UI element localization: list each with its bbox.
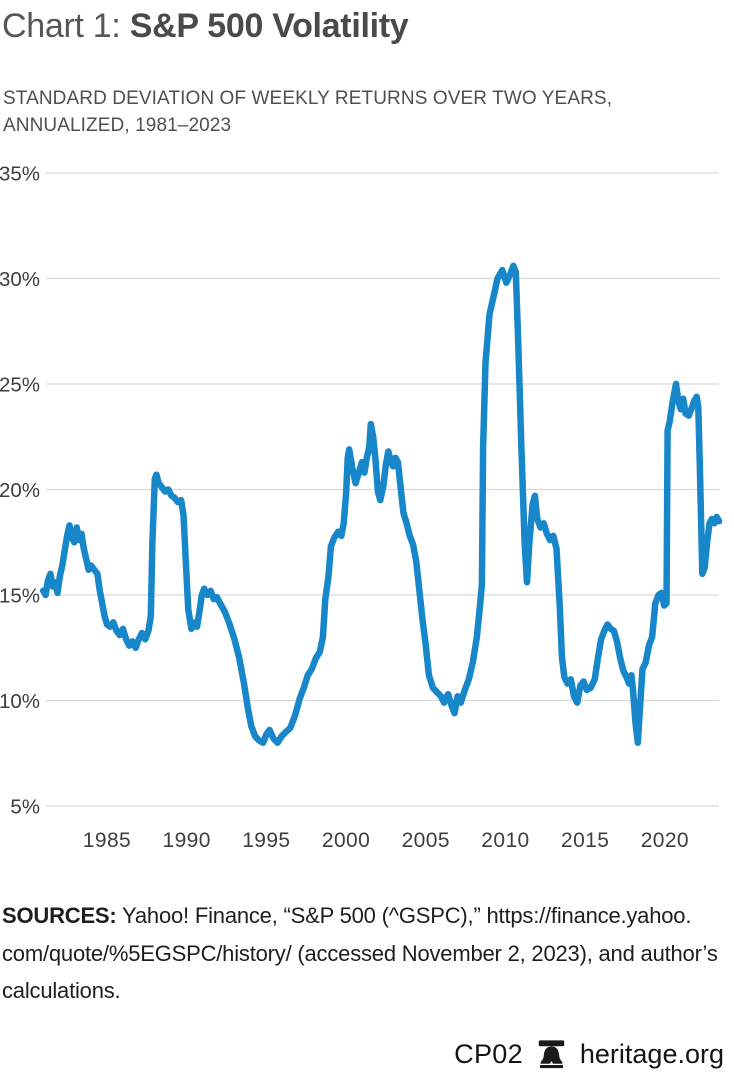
footer-brand: CP02 heritage.org (454, 1037, 724, 1071)
sources-line-3: calculations. (2, 978, 121, 1003)
sources-line-1-text: Yahoo! Finance, “S&P 500 (^GSPC),” https… (116, 903, 692, 928)
x-tick-1985: 1985 (83, 829, 131, 852)
x-tick-2010: 2010 (481, 829, 529, 852)
sources-label: SOURCES: (2, 903, 117, 928)
y-tick-10%: 10% (0, 690, 40, 713)
y-tick-20%: 20% (0, 479, 40, 502)
chart-number-label: Chart 1: (2, 7, 130, 45)
y-tick-5%: 5% (10, 796, 40, 819)
x-tick-2000: 2000 (322, 829, 370, 852)
liberty-bell-icon (538, 1040, 565, 1069)
sources-line-2: com/quote/%5EGSPC/history/ (accessed Nov… (2, 940, 718, 966)
x-tick-1990: 1990 (162, 829, 210, 852)
chart-subtitle: STANDARD DEVIATION OF WEEKLY RETURNS OVE… (3, 85, 733, 139)
sources-line-1: SOURCES: Yahoo! Finance, “S&P 500 (^GSPC… (2, 897, 728, 935)
subtitle-line-2: ANNUALIZED, 1981–2023 (3, 115, 232, 136)
subtitle-line-1: STANDARD DEVIATION OF WEEKLY RETURNS OVE… (3, 88, 613, 109)
y-tick-35%: 35% (0, 163, 40, 186)
x-tick-2005: 2005 (402, 829, 450, 852)
sources-note: SOURCES: Yahoo! Finance, “S&P 500 (^GSPC… (2, 897, 728, 1010)
y-tick-15%: 15% (0, 585, 40, 608)
x-tick-1995: 1995 (242, 829, 290, 852)
x-tick-2020: 2020 (641, 829, 689, 852)
chart-code: CP02 (454, 1038, 523, 1069)
y-tick-30%: 30% (0, 268, 40, 291)
chart-title-text: S&P 500 Volatility (129, 7, 409, 45)
y-tick-25%: 25% (0, 374, 40, 397)
page-title: Chart 1: S&P 500 Volatility (2, 7, 732, 45)
heritage-site-label: heritage.org (579, 1038, 724, 1069)
x-tick-2015: 2015 (561, 829, 609, 852)
volatility-series-line (39, 262, 723, 746)
